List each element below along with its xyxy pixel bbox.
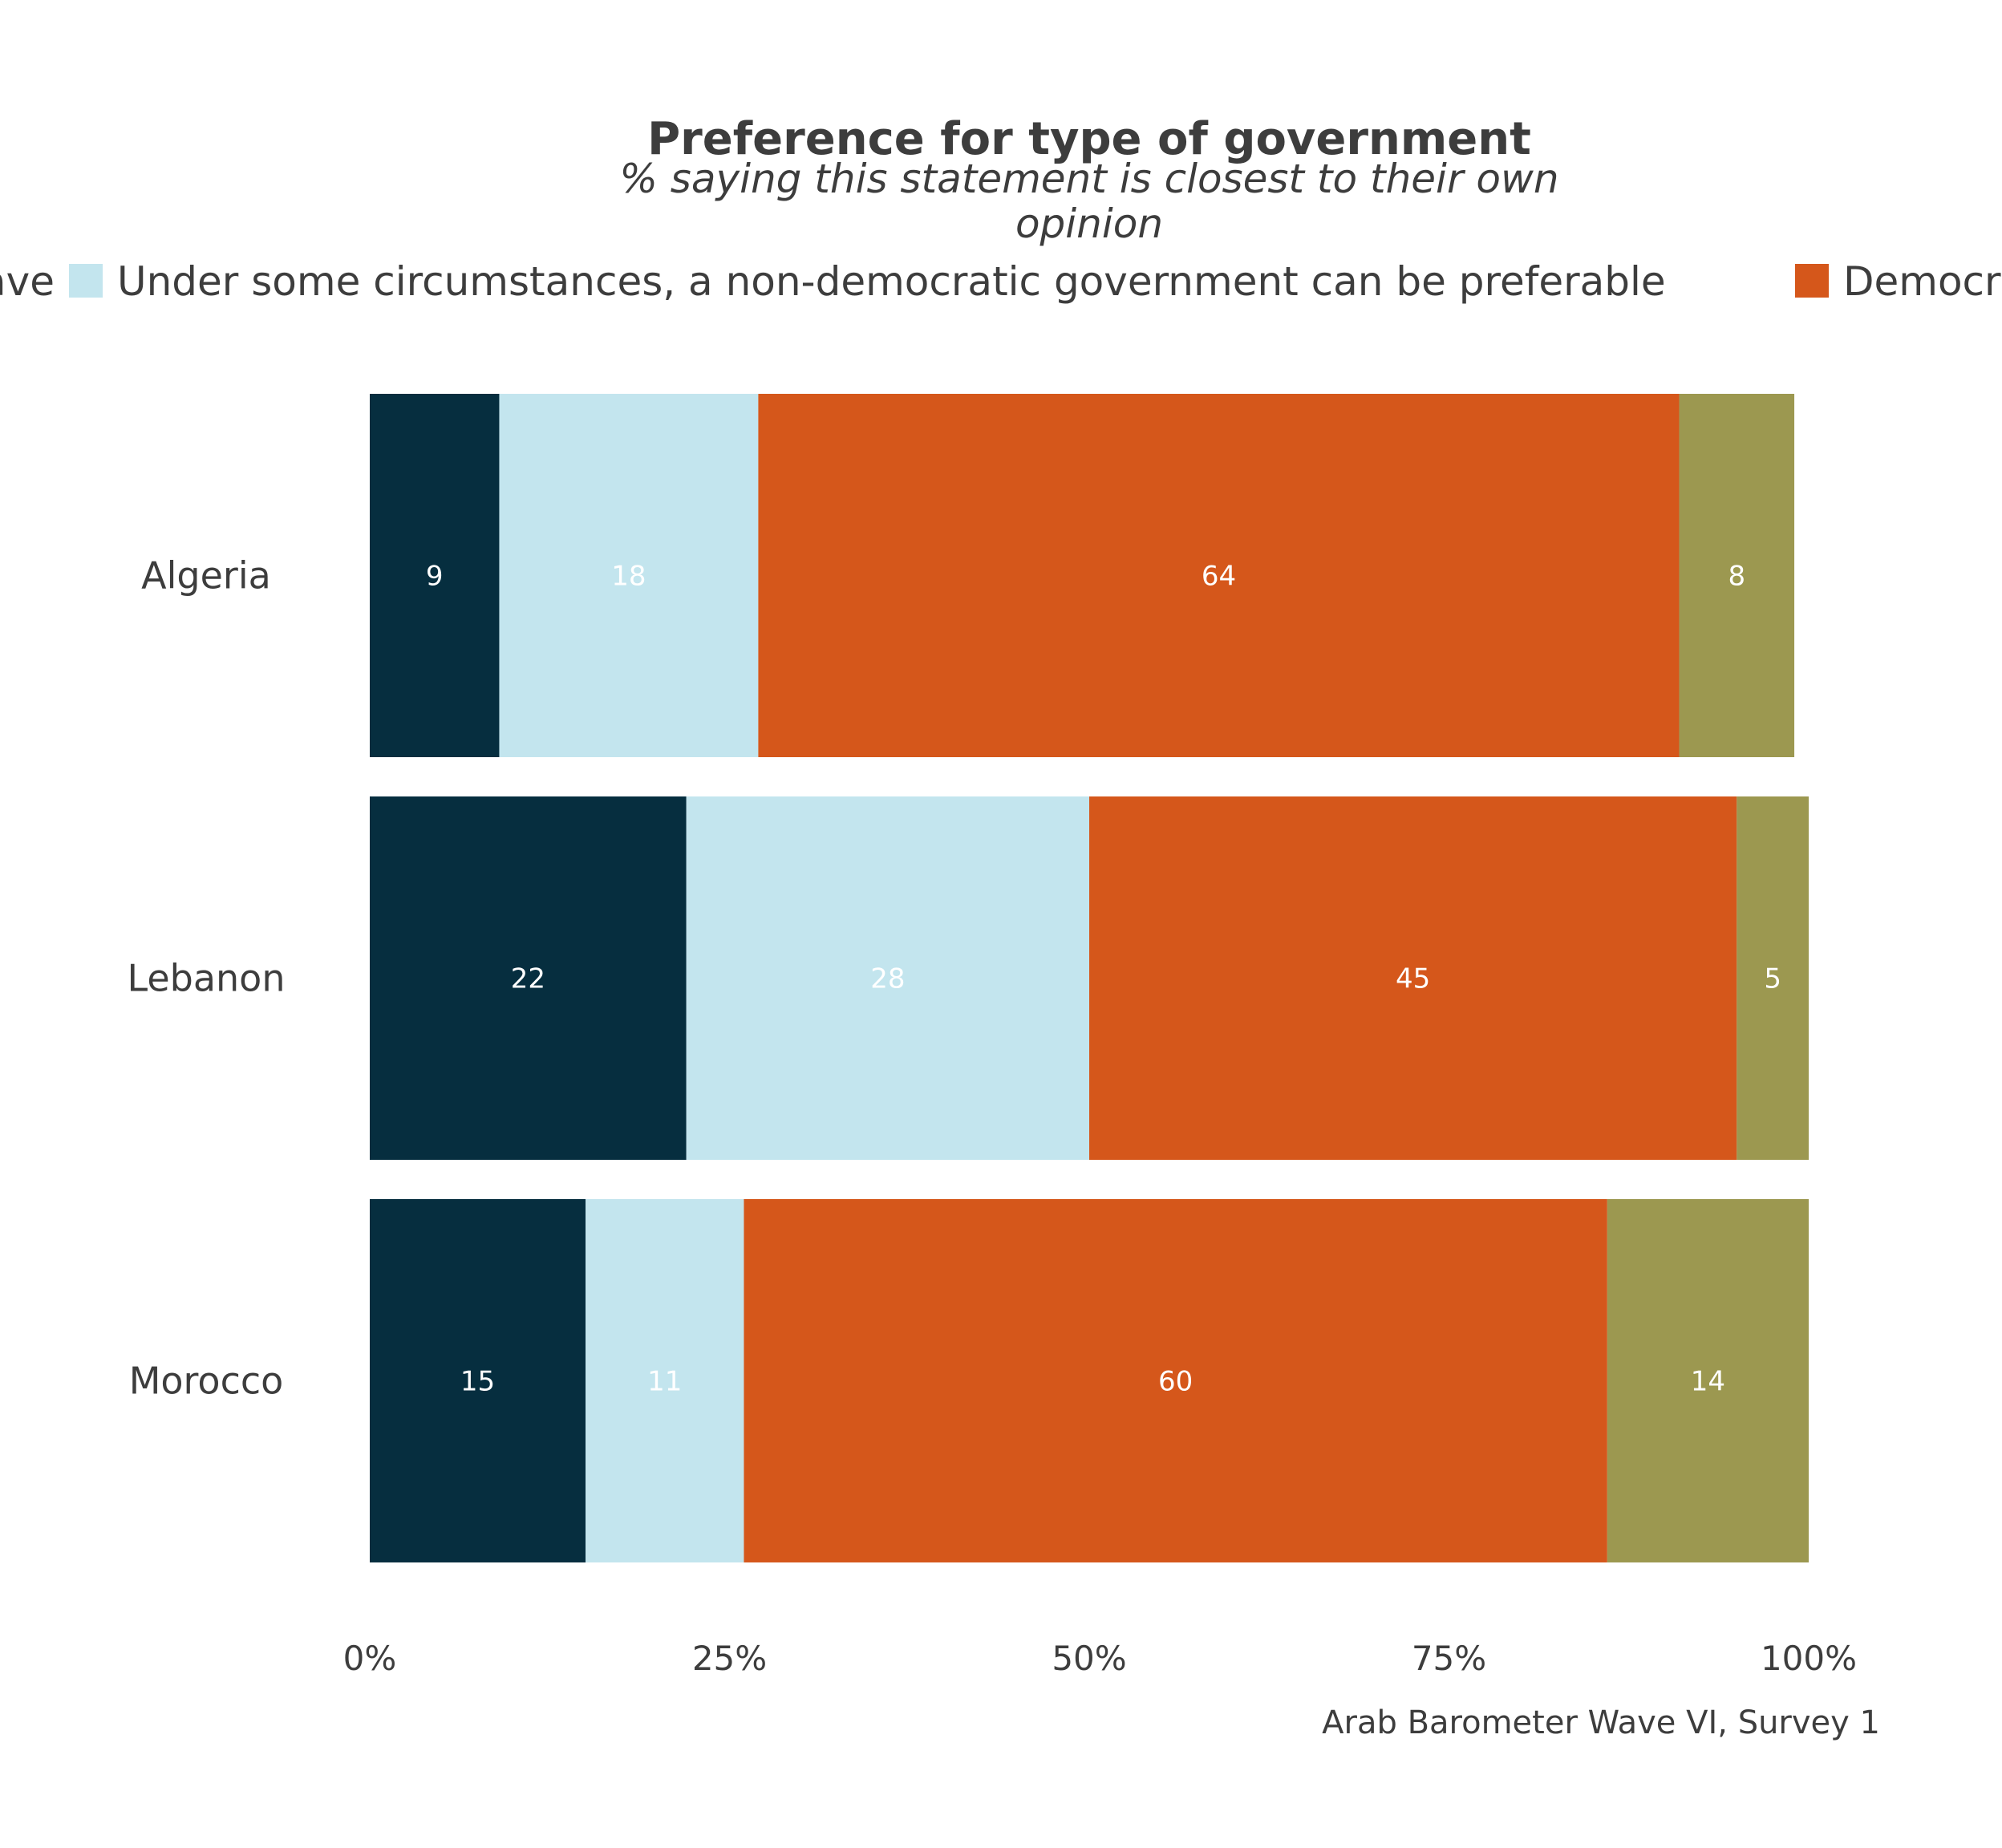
category-labels: Algeria Lebanon Morocco — [128, 554, 286, 1403]
legend-swatch-1 — [69, 264, 103, 298]
legend-label-1: Under some circumstances, a non-democrat… — [117, 258, 1666, 305]
bar-segment-lebanon-2 — [1089, 796, 1737, 1160]
bar-segment-morocco-0 — [370, 1199, 586, 1562]
data-label-morocco-0: 15 — [460, 1366, 495, 1398]
chart-title: Preference for type of government — [647, 113, 1531, 165]
x-tick-label-25: 25% — [692, 1639, 767, 1678]
chart-subtitle-line-2: opinion — [1015, 201, 1163, 247]
bar-segment-algeria-2 — [758, 394, 1680, 757]
legend-swatch-2 — [1795, 264, 1829, 298]
bar-segment-morocco-2 — [744, 1199, 1607, 1562]
bar-segment-lebanon-0 — [370, 796, 687, 1160]
data-label-lebanon-3: 5 — [1764, 963, 1781, 995]
chart-caption: Arab Barometer Wave VI, Survey 1 — [1322, 1704, 1880, 1741]
legend-label-0: ave — [0, 258, 55, 305]
x-tick-label-0: 0% — [343, 1639, 397, 1678]
x-axis-ticks: 0% 25% 50% 75% 100% — [343, 1639, 1857, 1678]
legend-label-2: Democr — [1843, 258, 2001, 305]
bar-segment-algeria-1 — [499, 394, 759, 757]
bar-segment-morocco-3 — [1607, 1199, 1809, 1562]
x-tick-label-75: 75% — [1412, 1639, 1486, 1678]
data-label-morocco-2: 60 — [1158, 1366, 1193, 1398]
bar-segment-lebanon-3 — [1737, 796, 1809, 1160]
data-label-algeria-2: 64 — [1202, 561, 1236, 593]
category-label-algeria: Algeria — [141, 554, 271, 598]
data-label-algeria-0: 9 — [426, 561, 444, 593]
x-tick-label-50: 50% — [1052, 1639, 1126, 1678]
bar-segment-lebanon-1 — [686, 796, 1089, 1160]
data-label-lebanon-1: 28 — [870, 963, 905, 995]
bar-segment-morocco-1 — [586, 1199, 744, 1562]
data-label-morocco-1: 11 — [647, 1366, 682, 1398]
category-label-morocco: Morocco — [129, 1360, 284, 1403]
category-label-lebanon: Lebanon — [128, 957, 286, 1000]
bar-segment-algeria-3 — [1679, 394, 1795, 757]
legend: ave Under some circumstances, a non-democ… — [0, 258, 2001, 305]
bar-segment-algeria-0 — [370, 394, 500, 757]
x-tick-label-100: 100% — [1761, 1639, 1857, 1678]
chart-subtitle-line-1: % saying this statement is closest to th… — [619, 156, 1558, 202]
data-label-algeria-3: 8 — [1728, 561, 1745, 593]
data-label-lebanon-0: 22 — [511, 963, 545, 995]
bars: 9 18 64 8 22 28 45 5 15 11 60 14 — [370, 394, 1809, 1562]
data-label-algeria-1: 18 — [611, 561, 646, 593]
data-label-lebanon-2: 45 — [1396, 963, 1430, 995]
data-label-morocco-3: 14 — [1691, 1366, 1725, 1398]
